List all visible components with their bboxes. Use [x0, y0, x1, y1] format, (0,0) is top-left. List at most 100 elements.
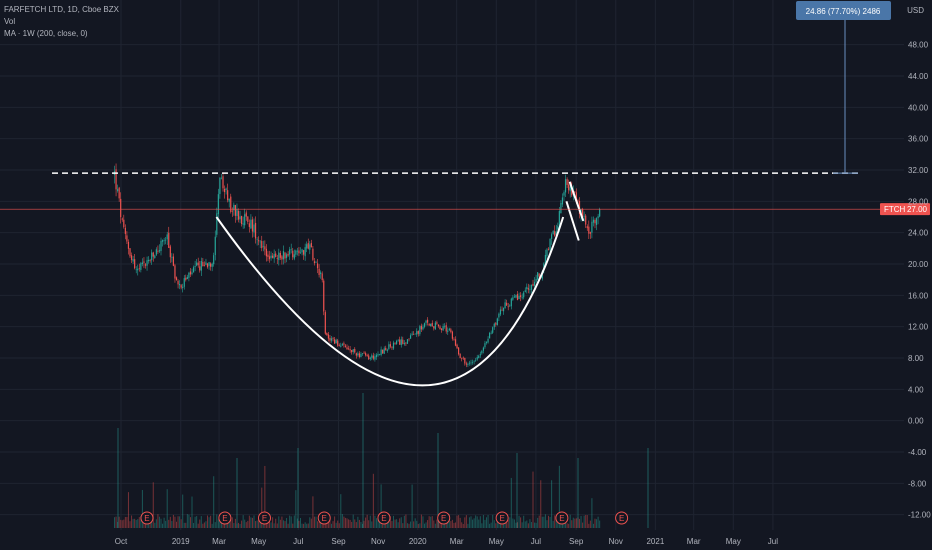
volume-bar: [405, 514, 407, 528]
candle-body: [518, 295, 520, 300]
candle-body: [506, 302, 508, 306]
candle-body: [327, 334, 330, 339]
volume-bar: [476, 516, 478, 528]
candle-body: [501, 309, 503, 311]
volume-bar: [233, 523, 235, 528]
candle-body: [423, 323, 426, 327]
earnings-marker[interactable]: E: [437, 511, 451, 525]
volume-bar: [193, 522, 195, 528]
volume-bar: [196, 516, 198, 528]
candle-body: [543, 263, 545, 270]
volume-bar: [368, 520, 370, 528]
volume-bar: [115, 516, 117, 528]
symbol-title[interactable]: FARFETCH LTD, 1D, Cboe BZX: [4, 5, 119, 14]
volume-bar: [538, 515, 540, 528]
volume-bar: [334, 516, 336, 528]
candle-body: [208, 262, 210, 266]
candle-body: [168, 232, 170, 248]
candle-body: [371, 355, 373, 358]
volume-bar: [189, 517, 191, 528]
current-price-label[interactable]: FTCH 27.00: [880, 203, 930, 216]
volume-bar: [394, 519, 396, 528]
volume-bar: [138, 517, 140, 528]
earnings-letter: E: [499, 514, 504, 523]
volume-bar: [572, 517, 574, 528]
volume-bar: [518, 515, 520, 528]
candle-body: [256, 239, 258, 241]
volume-bar: [135, 520, 137, 528]
earnings-circle: [140, 511, 154, 525]
candle-body: [320, 272, 322, 274]
candle-body: [253, 224, 255, 233]
candle-body: [557, 226, 559, 230]
earnings-marker[interactable]: E: [257, 511, 271, 525]
volume-bar: [400, 517, 402, 528]
candle-body: [385, 347, 387, 351]
volume-bar: [317, 521, 319, 528]
earnings-marker[interactable]: E: [377, 511, 391, 525]
candle-body: [352, 349, 354, 352]
chart-overlays: E E E E E E E E E FTCH 27.00 24.86 (77.70%) 2486: [0, 1, 930, 525]
handle-line: [565, 201, 580, 241]
price-tick-label: 12.00: [908, 323, 929, 332]
candle-body: [510, 298, 512, 307]
candle-body: [430, 323, 432, 327]
measure-label[interactable]: 24.86 (77.70%) 2486: [796, 1, 891, 20]
candle-body: [493, 323, 495, 328]
volume-bar: [453, 522, 455, 528]
candle-body: [261, 241, 263, 249]
moving-average-label[interactable]: MA · 1W (200, close, 0): [4, 29, 88, 38]
candle-body: [366, 355, 368, 357]
volume-bar: [481, 523, 483, 528]
candle-body: [346, 347, 348, 350]
volume-bar: [523, 515, 525, 528]
volume-bar: [478, 519, 480, 528]
price-tick-label: 20.00: [908, 260, 929, 269]
candle-body: [203, 265, 206, 266]
candle-body: [304, 247, 306, 257]
candle-body: [417, 331, 419, 334]
candle-body: [332, 338, 334, 339]
volume-bar: [300, 518, 302, 528]
volume-bar: [244, 519, 246, 528]
volume-bar: [591, 498, 593, 528]
volume-bar: [427, 520, 429, 528]
earnings-marker[interactable]: E: [555, 511, 569, 525]
candle-body: [182, 286, 184, 289]
time-tick-label: Jul: [531, 537, 541, 546]
candle-body: [177, 280, 179, 285]
volume-bar: [262, 522, 264, 528]
volume-bar: [214, 522, 216, 528]
candle-body: [402, 339, 404, 344]
volume-bar: [552, 520, 554, 528]
candle-body: [538, 273, 540, 277]
volume-bar: [520, 517, 522, 528]
price-tick-label: 16.00: [908, 291, 929, 300]
earnings-marker[interactable]: E: [615, 511, 629, 525]
candle-body: [383, 348, 385, 354]
earnings-marker[interactable]: E: [140, 511, 154, 525]
volume-bar: [458, 515, 460, 528]
candle-body: [382, 349, 384, 354]
time-tick-label: Oct: [115, 537, 128, 546]
volume-bar: [289, 515, 291, 528]
candle-body: [347, 348, 350, 350]
candle-body: [431, 322, 433, 327]
volume-bar: [577, 458, 579, 528]
candle-body: [268, 256, 271, 260]
time-tick-label: May: [251, 537, 266, 546]
volume-bar: [313, 516, 315, 528]
volume-indicator-label[interactable]: Vol: [4, 17, 16, 26]
candle-body: [163, 240, 165, 241]
earnings-letter: E: [144, 514, 149, 523]
volume-bar: [388, 521, 390, 528]
earnings-marker[interactable]: E: [495, 511, 509, 525]
price-tick-label: 0.00: [908, 417, 924, 426]
earnings-marker[interactable]: E: [317, 511, 331, 525]
candle-body: [284, 252, 286, 259]
volume-bar: [344, 517, 346, 528]
earnings-marker[interactable]: E: [218, 511, 232, 525]
candle-body: [563, 192, 565, 196]
candle-body: [357, 353, 359, 356]
